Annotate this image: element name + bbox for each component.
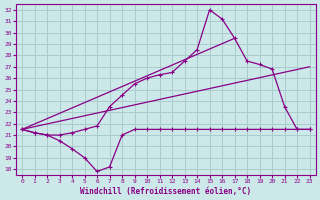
X-axis label: Windchill (Refroidissement éolien,°C): Windchill (Refroidissement éolien,°C) [80, 187, 252, 196]
